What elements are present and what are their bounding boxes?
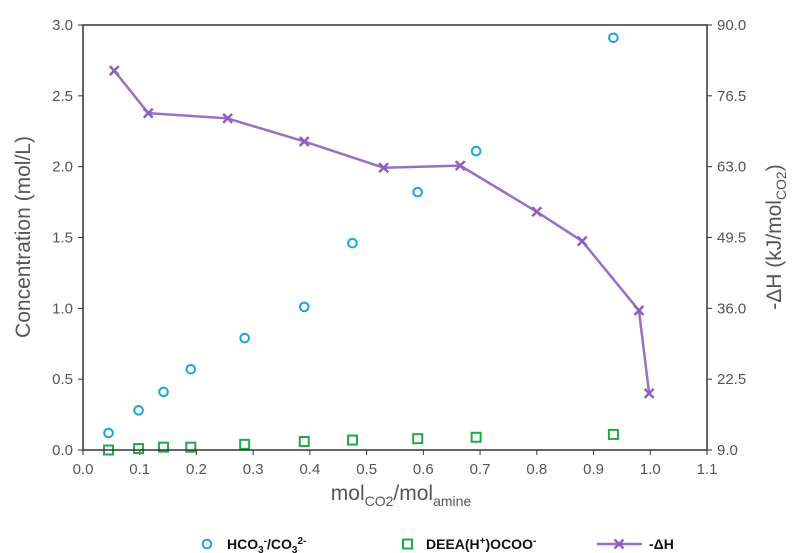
hco3-point xyxy=(298,301,310,313)
y-tick-label: 1.0 xyxy=(52,300,73,317)
dh-point-stroke xyxy=(643,387,655,399)
dh-point-stroke xyxy=(576,235,588,247)
legend-marker-hco3 xyxy=(201,538,213,550)
dh-point xyxy=(222,113,234,124)
deea-point xyxy=(158,441,170,453)
series-dh-line xyxy=(113,69,651,394)
hco3-point xyxy=(103,427,114,439)
dh-point xyxy=(298,136,310,147)
dh-point xyxy=(108,65,120,77)
legend: HCO3-/CO32- DEEA(H+)OCOO- -ΔH xyxy=(201,536,674,553)
deea-point xyxy=(185,441,197,453)
dh-point-stroke xyxy=(142,107,154,119)
y2-tick-label: 76.5 xyxy=(717,88,746,105)
x-tick-label: 0.9 xyxy=(583,461,604,478)
legend-label-deea: DEEA(H+)OCOO- xyxy=(426,536,536,552)
dh-point xyxy=(643,387,655,399)
dh-point-stroke xyxy=(222,113,234,124)
dh-point-stroke xyxy=(454,160,466,172)
y-tick-label: 0.0 xyxy=(52,442,73,459)
right-axis-ticks: 9.0 22.5 36.0 49.5 63.0 76.5 90.0 xyxy=(707,17,746,459)
y-tick-label: 3.0 xyxy=(52,17,73,34)
x-axis-title: molCO2/molamine xyxy=(331,482,472,509)
hco3-point xyxy=(470,145,482,157)
y2-axis-title: -ΔH (kJ/molCO2) xyxy=(763,164,789,309)
deea-point xyxy=(298,436,310,447)
deea-point xyxy=(133,443,145,455)
x-tick-label: 0.4 xyxy=(299,461,320,478)
dh-point-stroke xyxy=(378,162,390,174)
y2-tick-label: 9.0 xyxy=(717,442,738,459)
hco3-point xyxy=(412,186,423,198)
y-axis-title: Concentration (mol/L) xyxy=(12,136,35,338)
hco3-point xyxy=(347,237,358,249)
x-tick-label: 1.1 xyxy=(697,461,718,478)
y-tick-label: 2.0 xyxy=(52,159,73,176)
y2-tick-label: 22.5 xyxy=(717,371,746,388)
y-tick-label: 0.5 xyxy=(52,371,73,388)
y2-tick-label: 36.0 xyxy=(717,300,746,317)
x-tick-label: 0.2 xyxy=(186,461,207,478)
x-tick-label: 1.0 xyxy=(640,461,661,478)
x-tick-label: 0.1 xyxy=(129,461,150,478)
plot-frame xyxy=(82,24,708,451)
y-tick-label: 1.5 xyxy=(52,230,73,247)
hco3-point xyxy=(185,363,197,375)
y2-tick-label: 49.5 xyxy=(717,230,746,247)
dh-point xyxy=(142,107,154,119)
dh-point-stroke xyxy=(108,65,120,77)
legend-marker-dh xyxy=(613,538,625,550)
deea-point xyxy=(239,438,251,450)
deea-point xyxy=(412,433,424,445)
left-axis-ticks: 0.0 0.5 1.0 1.5 2.0 2.5 3.0 xyxy=(52,17,83,459)
y2-tick-label: 63.0 xyxy=(717,159,746,176)
y2-tick-label: 90.0 xyxy=(717,17,746,34)
x-tick-label: 0.5 xyxy=(356,461,377,478)
x-tick-label: 0.6 xyxy=(413,461,434,478)
x-tick-label: 0.8 xyxy=(526,461,547,478)
deea-point xyxy=(346,434,358,446)
dh-point xyxy=(633,305,645,316)
hco3-point xyxy=(133,405,144,416)
deea-point xyxy=(607,428,619,440)
dh-point-stroke xyxy=(298,136,310,147)
dh-point xyxy=(454,160,466,172)
legend-label-dh: -ΔH xyxy=(649,536,674,552)
plot-marks xyxy=(103,32,655,456)
y-tick-label: 2.5 xyxy=(52,88,73,105)
dh-point-stroke xyxy=(531,206,543,218)
dh-point xyxy=(378,162,390,174)
deea-point xyxy=(470,431,482,443)
hco3-point xyxy=(239,332,250,344)
x-tick-label: 0.3 xyxy=(243,461,264,478)
x-axis-ticks: 0.0 0.1 0.2 0.3 0.4 0.5 0.6 0.7 0.8 0.9 1.0 1.1 xyxy=(73,450,718,478)
x-tick-label: 0.0 xyxy=(73,461,94,478)
dh-point xyxy=(576,235,588,247)
legend-marker-deea xyxy=(402,538,413,550)
dh-point xyxy=(531,206,543,218)
x-tick-label: 0.7 xyxy=(470,461,491,478)
legend-label-hco3: HCO3-/CO32- xyxy=(227,536,306,553)
hco3-point xyxy=(158,386,169,398)
dh-point-stroke xyxy=(633,305,645,316)
hco3-point xyxy=(608,32,619,44)
